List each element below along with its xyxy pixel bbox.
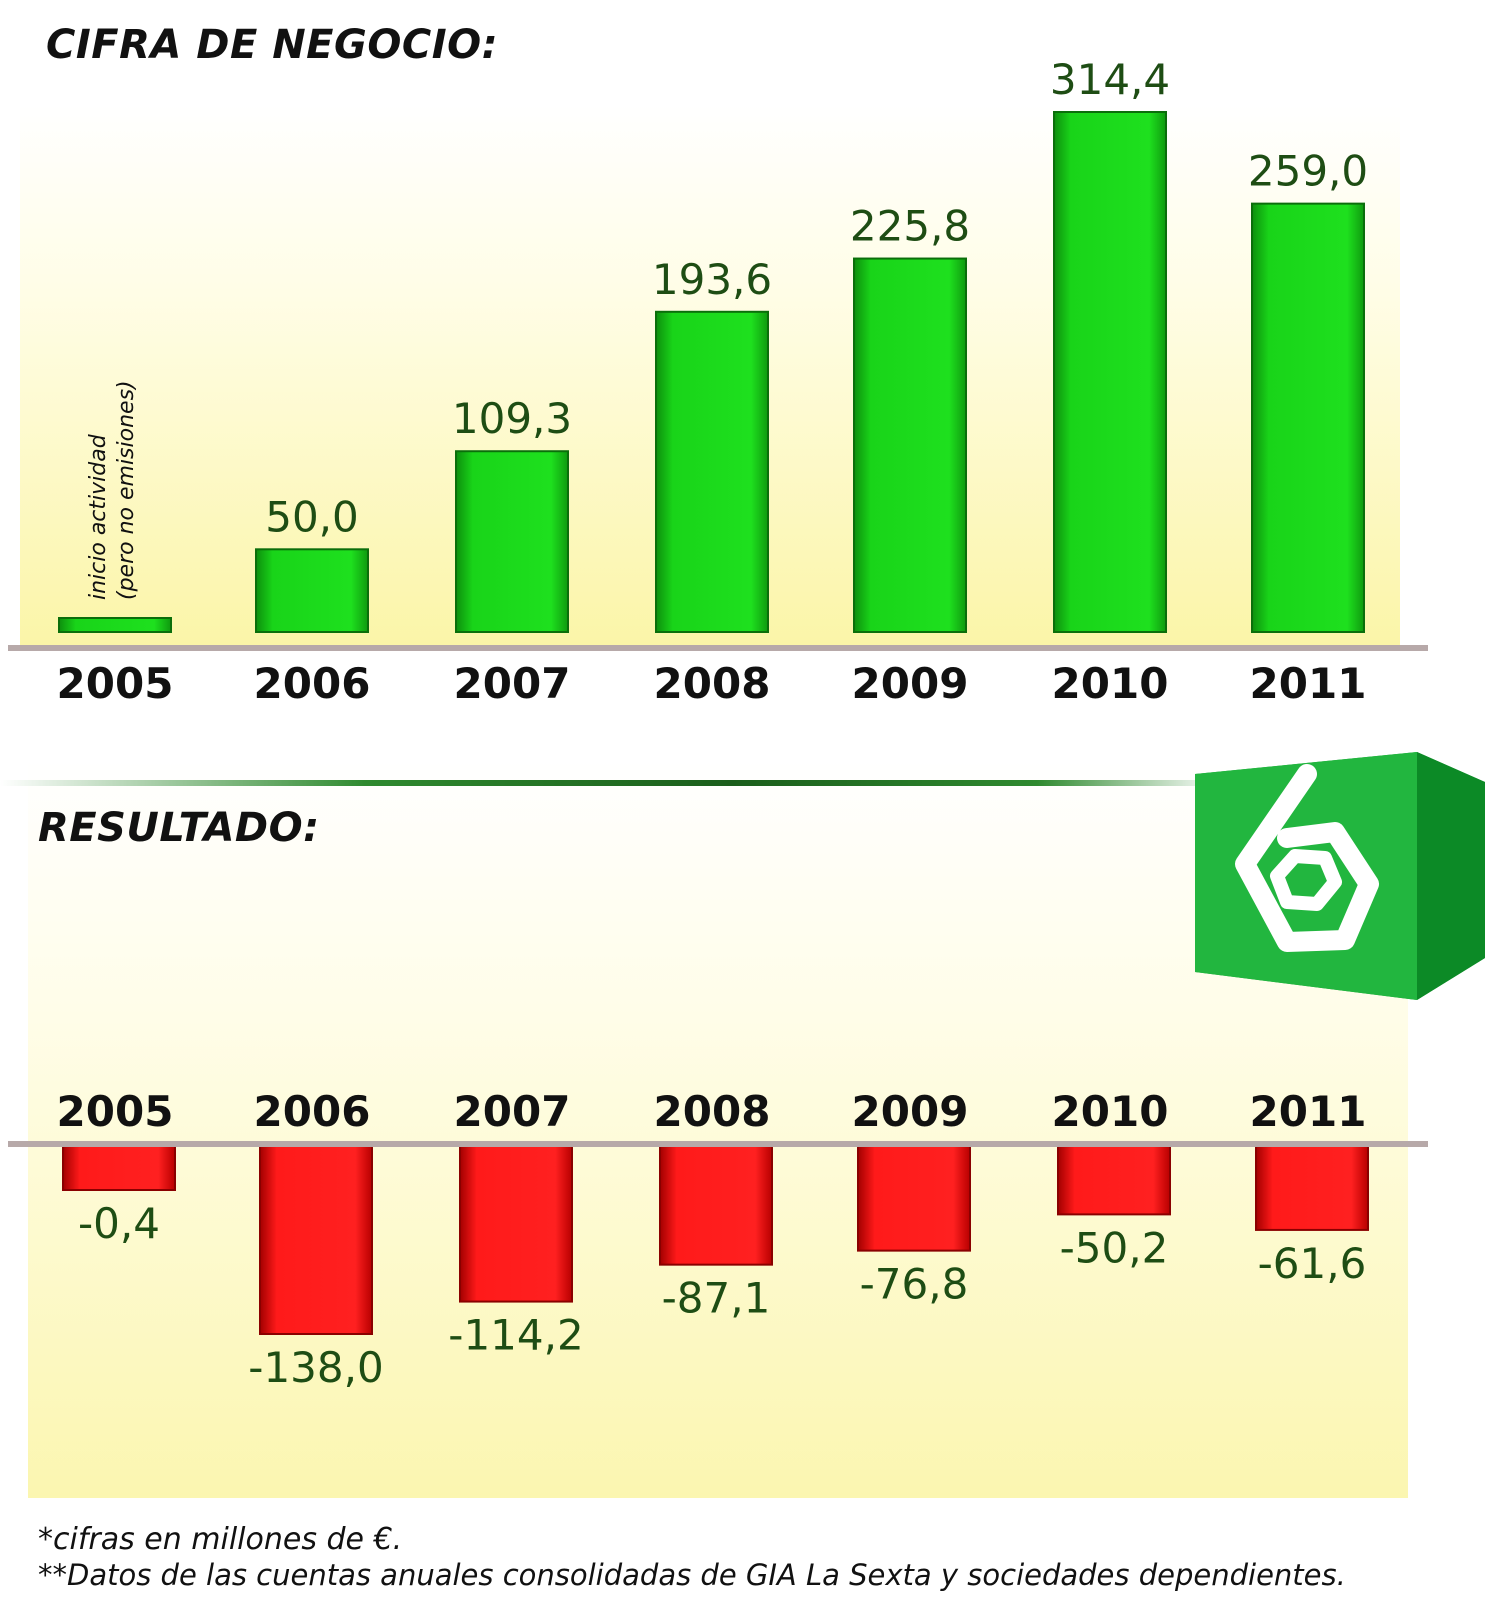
revenue-bar-2011 xyxy=(1251,202,1365,633)
result-bar-2010 xyxy=(1057,1145,1171,1216)
result-year-label-2007: 2007 xyxy=(454,1087,571,1136)
revenue-value-label-2006: 50,0 xyxy=(265,492,359,541)
result-chart-title: RESULTADO: xyxy=(38,805,320,851)
revenue-value-label-2011: 259,0 xyxy=(1248,147,1368,196)
result-bar-2008 xyxy=(659,1145,773,1266)
revenue-year-label-2006: 2006 xyxy=(254,659,371,708)
result-year-label-2008: 2008 xyxy=(654,1087,771,1136)
revenue-chart-title: CIFRA DE NEGOCIO: xyxy=(46,22,499,68)
result-year-label-2005: 2005 xyxy=(57,1087,174,1136)
result-value-label-2006: -138,0 xyxy=(248,1343,383,1392)
section-divider xyxy=(0,780,1220,786)
result-year-label-2009: 2009 xyxy=(852,1087,969,1136)
revenue-value-label-2007: 109,3 xyxy=(452,394,572,443)
revenue-value-label-2009: 225,8 xyxy=(850,202,970,251)
revenue-value-label-2008: 193,6 xyxy=(652,255,772,304)
revenue-bar-2005 xyxy=(58,617,172,633)
result-value-label-2011: -61,6 xyxy=(1258,1239,1367,1288)
revenue-bar-2006 xyxy=(255,548,369,633)
revenue-year-label-2005: 2005 xyxy=(57,659,174,708)
revenue-annotation-line-1: inicio actividad xyxy=(86,433,111,600)
revenue-year-label-2008: 2008 xyxy=(654,659,771,708)
revenue-year-label-2011: 2011 xyxy=(1250,659,1367,708)
footnote-source: **Datos de las cuentas anuales consolida… xyxy=(38,1558,1346,1592)
result-year-label-2006: 2006 xyxy=(254,1087,371,1136)
revenue-year-label-2010: 2010 xyxy=(1052,659,1169,708)
result-value-label-2010: -50,2 xyxy=(1060,1223,1169,1272)
result-bar-2007 xyxy=(459,1145,573,1303)
revenue-bar-2010 xyxy=(1053,111,1167,633)
result-value-label-2009: -76,8 xyxy=(860,1260,969,1309)
footnote-units: *cifras en millones de €. xyxy=(38,1522,403,1557)
result-chart-axis xyxy=(8,1141,1428,1147)
result-bar-2006 xyxy=(259,1145,373,1335)
result-bar-2011 xyxy=(1255,1145,1369,1231)
la-sexta-6-logo xyxy=(1195,752,1485,1000)
revenue-chart-axis xyxy=(8,645,1428,651)
revenue-year-label-2007: 2007 xyxy=(454,659,571,708)
revenue-bar-2009 xyxy=(853,257,967,633)
revenue-bar-2008 xyxy=(655,310,769,633)
revenue-bar-2007 xyxy=(455,450,569,633)
result-year-label-2010: 2010 xyxy=(1052,1087,1169,1136)
result-bar-2005 xyxy=(62,1145,176,1191)
revenue-value-label-2010: 314,4 xyxy=(1050,55,1170,104)
result-chart-background xyxy=(28,760,1408,1498)
result-value-label-2005: -0,4 xyxy=(78,1199,160,1248)
result-value-label-2007: -114,2 xyxy=(448,1311,583,1360)
revenue-year-label-2009: 2009 xyxy=(852,659,969,708)
result-year-label-2011: 2011 xyxy=(1250,1087,1367,1136)
result-value-label-2008: -87,1 xyxy=(662,1274,771,1323)
result-bar-2009 xyxy=(857,1145,971,1252)
revenue-annotation-line-2: (pero no emisiones) xyxy=(114,380,139,600)
